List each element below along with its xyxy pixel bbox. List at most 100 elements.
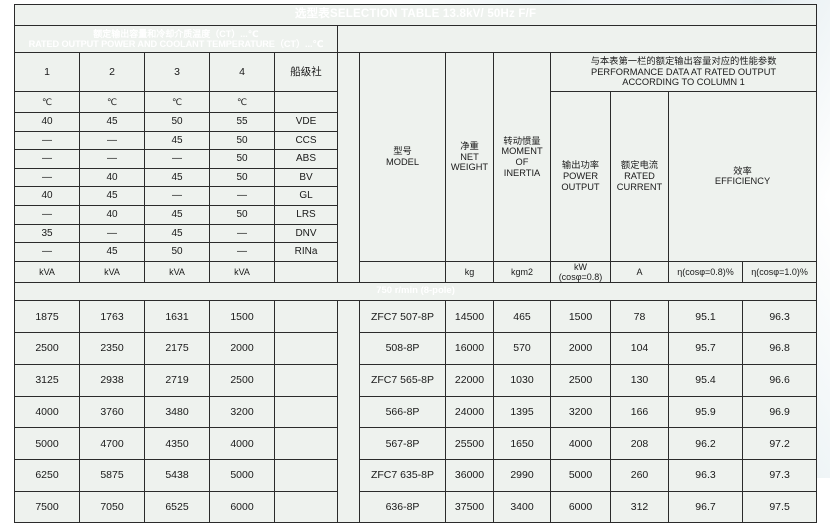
degree-unit-1: ℃ (14, 91, 80, 113)
class-c1: 40 (14, 186, 80, 206)
column-number-4: 4 (209, 52, 275, 92)
class-c3: 45 (144, 223, 210, 244)
cell-model: 636-8P (359, 490, 446, 523)
cell-model: ZFC7 635-8P (359, 458, 446, 492)
cell-net-weight: 24000 (445, 395, 494, 429)
table-row: 6250 5875 5438 5000 ZFC7 635-8P 36000 29… (14, 458, 818, 492)
degree-unit-3: ℃ (144, 91, 210, 113)
class-society-header: 船级社 (274, 52, 338, 92)
model-header-cn: 型号 (393, 146, 412, 157)
class-society: RINa (274, 242, 338, 262)
table-row: 3125 2938 2719 2500 ZFC7 565-8P 22000 10… (14, 363, 818, 397)
cell-society-blank (274, 300, 338, 334)
cell-efficiency-10: 97.3 (741, 458, 818, 492)
cell-rated-current: 130 (610, 363, 669, 397)
cell-rated-current: 260 (610, 458, 669, 492)
cell-kva-2: 2350 (79, 332, 145, 365)
class-c3: — (144, 186, 210, 206)
net-weight-header: 净重 NET WEIGHT (445, 52, 494, 262)
class-society-blank (274, 91, 338, 113)
class-society: DNV (274, 223, 338, 244)
efficiency-header: 效率 EFFICIENCY (667, 91, 818, 262)
table-row: 2500 2350 2175 2000 508-8P 16000 570 200… (14, 332, 818, 365)
class-row: 35 — 45 — DNV (14, 223, 817, 244)
cell-society-blank (274, 332, 338, 365)
class-c3: 45 (144, 167, 210, 188)
units-row: kVA kVA kVA kVA kg kgm2 kW (cosφ=0.8) A … (14, 260, 818, 284)
class-society: BV (274, 167, 338, 188)
gap-column-data (337, 300, 360, 523)
efficiency-header-en: EFFICIENCY (714, 176, 771, 187)
cell-moment-of-inertia: 3400 (493, 490, 551, 523)
cell-net-weight: 37500 (445, 490, 494, 523)
class-c4: — (209, 223, 275, 244)
unit-kva-1: kVA (14, 260, 80, 284)
cell-kva-3: 4350 (144, 427, 210, 460)
class-c3: 50 (144, 112, 210, 132)
column-number-3: 3 (144, 52, 210, 92)
cell-efficiency-08: 95.1 (668, 300, 743, 334)
class-c2: 40 (79, 204, 145, 225)
cell-kva-4: 3200 (209, 395, 275, 429)
cell-kva-4: 2000 (209, 332, 275, 365)
class-row: — 40 45 50 LRS (14, 204, 817, 225)
degree-unit-4: ℃ (209, 91, 275, 113)
cell-moment-of-inertia: 1030 (493, 363, 551, 397)
class-c3: — (144, 149, 210, 169)
cell-efficiency-10: 96.9 (741, 395, 818, 429)
cell-kva-3: 2719 (144, 363, 210, 397)
unit-kva-3: kVA (144, 260, 210, 284)
table-row: 1875 1763 1631 1500 ZFC7 507-8P 14500 46… (14, 300, 818, 523)
cell-power-output: 4000 (550, 427, 611, 460)
cell-model: 508-8P (359, 332, 446, 365)
performance-header-cn: 与本表第一栏的额定输出容量对应的性能参数 (590, 55, 777, 66)
cell-society-blank (274, 490, 338, 523)
cell-power-output: 6000 (550, 490, 611, 523)
moment-of-inertia-header-en2: OF (515, 156, 529, 167)
cell-kva-2: 7050 (79, 490, 145, 523)
unit-moment-of-inertia: kgm2 (493, 260, 551, 284)
cell-kva-1: 2500 (14, 332, 80, 365)
class-society: LRS (274, 204, 338, 225)
cell-kva-3: 1631 (144, 300, 210, 334)
model-header-en: MODEL (385, 156, 420, 167)
cell-kva-2: 1763 (79, 300, 145, 334)
table-row: 7500 7050 6525 6000 636-8P 37500 3400 60… (14, 490, 818, 523)
class-c2: — (79, 149, 145, 169)
cell-kva-1: 1875 (14, 300, 80, 334)
cell-power-output: 1500 (550, 300, 611, 334)
table-row: 4000 3760 3480 3200 566-8P 24000 1395 32… (14, 395, 818, 429)
cell-efficiency-08: 95.7 (668, 332, 743, 365)
unit-efficiency-08: η(cosφ=0.8)% (668, 260, 743, 284)
cell-moment-of-inertia: 1650 (493, 427, 551, 460)
cell-kva-4: 5000 (209, 458, 275, 492)
rated-output-header-en: RATED OUTPUT POWER AND COOLANT TEMPERATU… (28, 38, 324, 49)
cell-net-weight: 22000 (445, 363, 494, 397)
cell-efficiency-10: 97.2 (741, 427, 818, 460)
class-society: GL (274, 186, 338, 206)
unit-class-blank (274, 260, 338, 284)
class-society: ABS (274, 149, 338, 169)
cell-moment-of-inertia: 2990 (493, 458, 551, 492)
performance-header-en1: PERFORMANCE DATA AT RATED OUTPUT (591, 66, 777, 77)
class-c1: — (14, 167, 80, 188)
degree-unit-2: ℃ (79, 91, 145, 113)
cell-moment-of-inertia: 570 (493, 332, 551, 365)
class-c1: 40 (14, 112, 80, 132)
cell-kva-3: 5438 (144, 458, 210, 492)
table-title: 选型表SELECTION TABLE 13.8kV/ 50Hz F/F (13, 4, 818, 26)
cell-efficiency-08: 95.9 (668, 395, 743, 429)
cell-kva-1: 6250 (14, 458, 80, 492)
class-c3: 45 (144, 130, 210, 151)
class-c1: — (14, 130, 80, 151)
cell-efficiency-08: 96.3 (668, 458, 743, 492)
cell-efficiency-08: 96.2 (668, 427, 743, 460)
net-weight-header-cn: 净重 (460, 140, 479, 151)
model-header: 型号 MODEL (359, 52, 446, 262)
cell-moment-of-inertia: 465 (493, 300, 551, 334)
gap-column (337, 51, 360, 284)
cell-rated-current: 312 (610, 490, 669, 523)
cell-power-output: 5000 (550, 458, 611, 492)
class-c3: 50 (144, 242, 210, 262)
net-weight-header-en2: WEIGHT (450, 162, 489, 173)
